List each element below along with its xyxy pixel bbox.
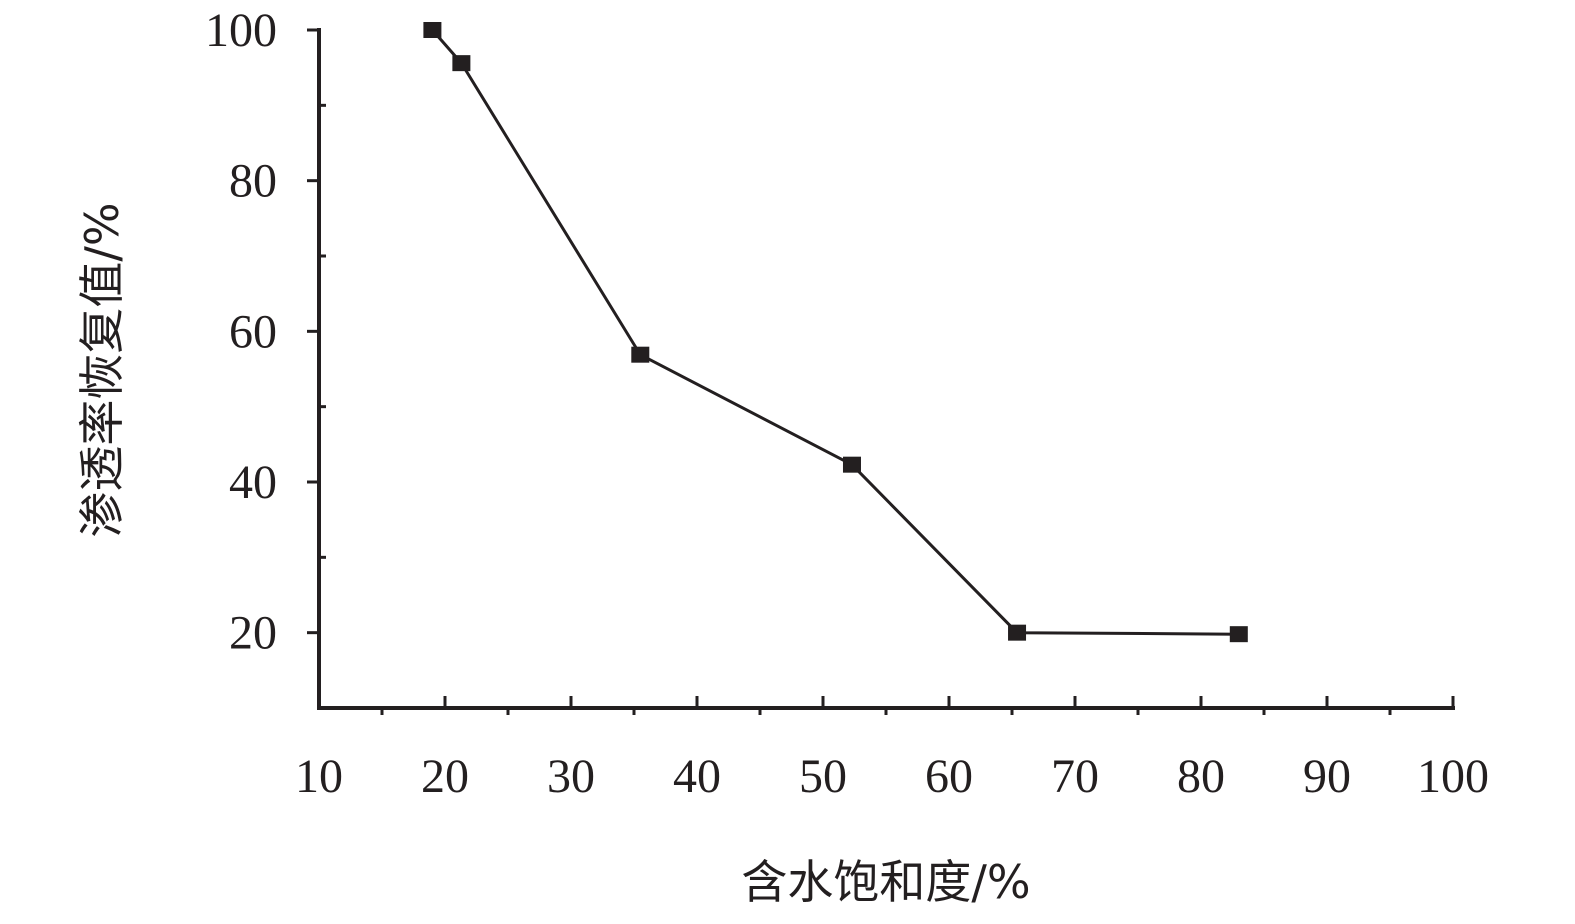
- y-tick-label-80: 80: [229, 155, 277, 208]
- x-tick-label-70: 70: [1051, 750, 1099, 803]
- x-tick-label-100: 100: [1417, 750, 1489, 803]
- x-tick-label-80: 80: [1177, 750, 1225, 803]
- y-tick-label-20: 20: [229, 607, 277, 660]
- data-point-1: [452, 55, 471, 72]
- series: [423, 22, 1248, 643]
- data-point-2: [631, 346, 650, 363]
- x-tick-label-90: 90: [1303, 750, 1351, 803]
- axes: [317, 28, 1455, 710]
- x-tick-label-20: 20: [421, 750, 469, 803]
- y-tick-label-100: 100: [205, 4, 277, 57]
- x-tick-label-10: 10: [295, 750, 343, 803]
- series-0-line: [431, 29, 1239, 636]
- y-tick-label-60: 60: [229, 305, 277, 358]
- tick-labels: 20 40 60 80 100 10 20 30 40 50 60 70 80 90 100: [205, 4, 1489, 803]
- x-tick-label-60: 60: [925, 750, 973, 803]
- data-point-0: [423, 22, 442, 38]
- x-tick-label-50: 50: [799, 750, 847, 803]
- data-point-4: [1008, 624, 1027, 641]
- x-tick-label-30: 30: [547, 750, 595, 803]
- y-tick-label-40: 40: [229, 456, 277, 509]
- data-point-3: [842, 456, 861, 473]
- data-point-5: [1229, 626, 1248, 643]
- x-tick-label-40: 40: [673, 750, 721, 803]
- x-axis-title: 含水饱和度/%: [741, 855, 1030, 909]
- y-axis-title: 渗透率恢复值/%: [75, 202, 129, 537]
- ticks: [307, 28, 1455, 715]
